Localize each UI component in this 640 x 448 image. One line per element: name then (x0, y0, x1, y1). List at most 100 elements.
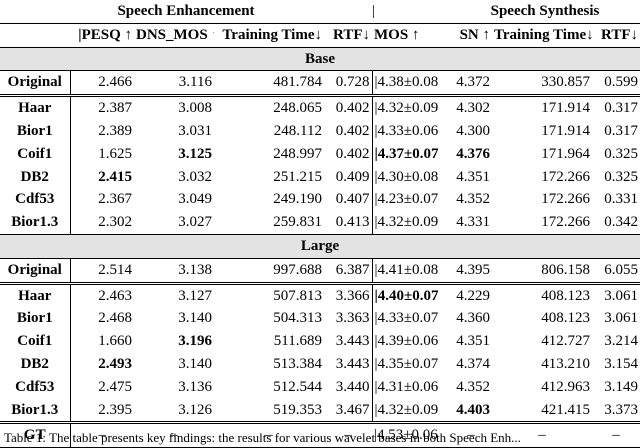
column-header: SN ↑ (459, 26, 490, 43)
table-cell: 0.599 (604, 74, 638, 91)
section-header-row: Base (0, 47, 640, 71)
table-row: DB2 2.415 3.032 251.215 0.409 |4.30±0.08 4.351… (0, 165, 640, 189)
table-cell: 3.214 (604, 333, 638, 350)
table-row: Bior1 2.389 3.031 248.112 0.402 |4.33±0.06 4.3… (0, 119, 640, 143)
table-cell: 3.196 (178, 333, 212, 350)
table-cell: 511.689 (273, 333, 322, 350)
table-cell: 504.313 (273, 310, 322, 327)
table-row: DB2 2.493 3.140 513.384 3.443 |4.35±0.07 4.374… (0, 352, 640, 376)
table-cell: |4.39±0.06 (371, 330, 450, 353)
column-header: Training Time↓ (222, 26, 322, 43)
table-cell: – (467, 427, 475, 444)
row-label: Bior1.3 (11, 401, 59, 418)
table-cell: 408.123 (541, 287, 590, 304)
table-cell: 248.112 (273, 122, 322, 139)
table-cell: 259.831 (273, 214, 322, 231)
table-cell: 421.415 (541, 401, 590, 418)
table-cell: 3.443 (335, 355, 370, 372)
table-cell: 4.351 (456, 168, 490, 185)
row-label: Coif1 (17, 333, 53, 350)
table-cell: – (612, 427, 620, 444)
table-cell: 481.784 (273, 74, 322, 91)
table-cell: 2.395 (69, 398, 134, 423)
table-cell: 0.325 (604, 168, 638, 185)
table-cell: 3.032 (178, 168, 212, 185)
table-row: Coif1 1.625 3.125 248.997 0.402 |4.37±0.07 4.3… (0, 142, 640, 166)
table-cell: 1.660 (69, 330, 134, 353)
row-label: Coif1 (17, 145, 53, 162)
column-header: RTF↓ (333, 26, 370, 43)
table-cell: 507.813 (273, 287, 322, 304)
table-row: Bior1 2.468 3.140 504.313 3.363 |4.33±0.07 4.3… (0, 307, 640, 331)
table-cell: 412.963 (541, 378, 590, 395)
table-cell: |4.30±0.08 (371, 165, 450, 189)
column-header: Training Time↓ (494, 26, 592, 43)
table-cell: 3.127 (178, 287, 212, 304)
original-row: Original 2.466 3.116 481.784 0.728 |4.38±0.08… (0, 70, 640, 96)
table-cell: 412.727 (541, 333, 590, 350)
table-cell: 2.466 (69, 70, 134, 96)
table-cell: – (538, 427, 546, 444)
row-label: Bior1.3 (11, 214, 59, 231)
column-header: DNS_MOS ↑ (136, 26, 214, 43)
row-label: Cdf53 (15, 191, 55, 208)
table-cell: 3.140 (178, 355, 212, 372)
table-row: Bior1.3 2.302 3.027 259.831 0.413 |4.32±0.09 4… (0, 211, 640, 235)
table-caption: Table 1: The table presents key findings… (4, 430, 521, 445)
table-cell: 330.857 (541, 74, 590, 91)
table-cell: 4.229 (456, 287, 490, 304)
table-cell: 6.055 (604, 261, 638, 278)
table-cell: 997.688 (273, 261, 322, 278)
row-label: Cdf53 (15, 378, 55, 395)
table-cell: 4.331 (456, 214, 490, 231)
table-cell: 3.140 (178, 310, 212, 327)
table-cell: |4.32±0.09 (371, 398, 450, 423)
table-cell: 2.468 (69, 307, 134, 331)
table-cell: 3.008 (178, 100, 212, 117)
column-header: RTF↓ (601, 26, 638, 43)
table-cell: |4.35±0.07 (371, 352, 450, 376)
table-cell: 408.123 (541, 310, 590, 327)
group-speech-synthesis: Speech Synthesis (490, 3, 600, 19)
row-label: DB2 (20, 355, 49, 372)
table-row: Bior1.3 2.395 3.126 519.353 3.467 |4.32±0.09 4… (0, 398, 640, 423)
table-cell: 3.116 (178, 74, 212, 91)
table-cell: 172.266 (541, 168, 590, 185)
table-cell: |4.33±0.07 (371, 307, 450, 331)
table-cell: |4.31±0.06 (371, 375, 450, 399)
group-speech-enhancement: Speech Enhancement (117, 3, 255, 19)
table-cell: 2.389 (69, 119, 134, 143)
table-cell: 0.317 (604, 122, 638, 139)
table-cell: 2.367 (69, 188, 134, 212)
table-cell: 2.475 (69, 375, 134, 399)
table-row: Haar 2.463 3.127 507.813 3.366 |4.40±0.07 4.22… (0, 283, 640, 308)
table-cell: 0.413 (335, 214, 370, 231)
table-cell: |4.41±0.08 (371, 258, 450, 284)
table-cell: 3.440 (335, 378, 370, 395)
table-cell: 0.402 (335, 122, 370, 139)
table-row: Cdf53 2.475 3.136 512.544 3.440 |4.31±0.06 4.3… (0, 375, 640, 399)
table-row: Cdf53 2.367 3.049 249.190 0.407 |4.23±0.07 4.3… (0, 188, 640, 212)
table-cell: 3.027 (178, 214, 212, 231)
table-cell: 513.384 (273, 355, 322, 372)
table-cell: 0.402 (335, 145, 370, 162)
table-cell: 3.031 (178, 122, 212, 139)
table-cell: 3.138 (178, 261, 212, 278)
table-cell: 0.342 (604, 214, 638, 231)
table-cell: |4.40±0.07 (371, 283, 450, 308)
table-row: Haar 2.387 3.008 248.065 0.402 |4.32±0.09 4.30… (0, 95, 640, 120)
table-cell: 3.126 (178, 401, 212, 418)
table-cell: 512.544 (273, 378, 322, 395)
table-cell: 0.407 (335, 191, 370, 208)
table-cell: 4.403 (456, 401, 490, 418)
table-cell: 4.302 (456, 100, 490, 117)
table-cell: |4.32±0.09 (371, 211, 450, 235)
table-cell: 249.190 (273, 191, 322, 208)
table-cell: 251.215 (273, 168, 322, 185)
table-cell: 2.493 (69, 352, 134, 376)
column-header: MOS ↑ (374, 26, 420, 43)
table-cell: 4.395 (456, 261, 490, 278)
